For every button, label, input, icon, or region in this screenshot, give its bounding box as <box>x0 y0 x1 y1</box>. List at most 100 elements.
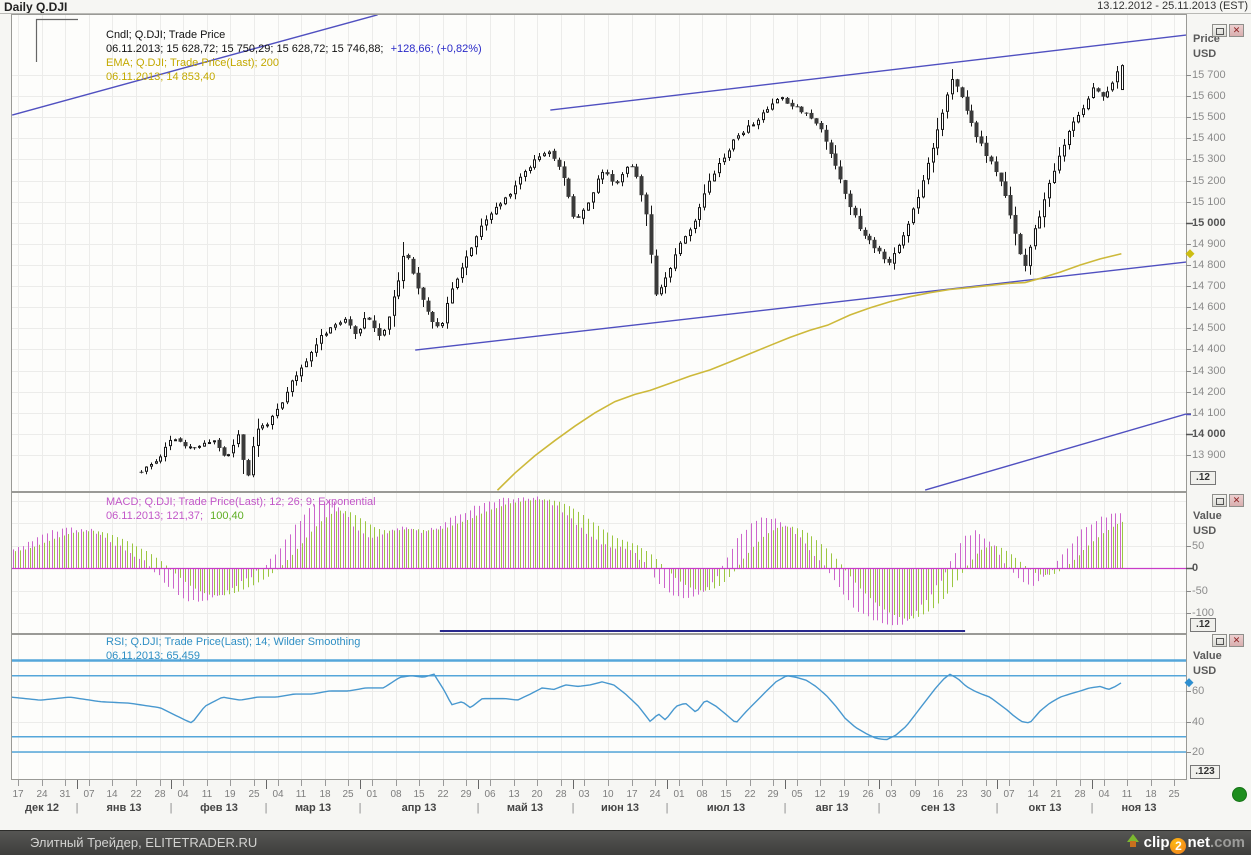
month-separator: | <box>264 802 268 814</box>
price-tick-label: 15 600 <box>1192 90 1226 102</box>
time-tick-label: 25 <box>1168 789 1180 800</box>
month-label: мар 13 <box>294 802 332 814</box>
time-tick-label: 16 <box>932 789 944 800</box>
clip2net-logo[interactable]: clip 2 net.com <box>1126 834 1245 854</box>
macd-signal-legend-value: 100,40 <box>210 510 244 522</box>
time-tick-label: 13 <box>508 789 520 800</box>
macd-legend-values: 06.11.2013; 121,37; 100,40 <box>106 509 244 523</box>
time-tick-label: 23 <box>956 789 968 800</box>
month-label: июл 13 <box>706 802 746 814</box>
macd-legend-label: MACD; Q.DJI; Trade Price(Last); 12; 26; … <box>106 496 376 508</box>
restore-icon <box>1215 28 1224 35</box>
close-icon: ✕ <box>1232 635 1241 645</box>
price-panel-restore-button[interactable] <box>1212 24 1227 37</box>
status-bar: Элитный Трейдер, ELITETRADER.RU clip 2 net… <box>0 830 1251 855</box>
month-label: окт 13 <box>1028 802 1062 814</box>
price-tick-label: 15 500 <box>1192 111 1226 123</box>
upload-arrow-icon <box>1126 834 1140 849</box>
time-tick-label: 18 <box>1145 789 1157 800</box>
price-tick-label: 14 300 <box>1192 365 1226 377</box>
month-label: апр 13 <box>401 802 437 814</box>
price-panel[interactable] <box>11 14 1186 491</box>
macd-panel-restore-button[interactable] <box>1212 494 1227 507</box>
price-tick-label: 15 700 <box>1192 69 1226 81</box>
month-separator: | <box>358 802 362 814</box>
rsi-panel-restore-button[interactable] <box>1212 634 1227 647</box>
price-tick-label: 14 900 <box>1192 238 1226 250</box>
time-tick-label: 17 <box>12 789 24 800</box>
month-label: авг 13 <box>815 802 849 814</box>
price-panel-close-button[interactable]: ✕ <box>1229 24 1244 37</box>
month-label: сен 13 <box>920 802 956 814</box>
macd-tick-label: 0 <box>1192 562 1199 574</box>
time-tick-label: 31 <box>59 789 71 800</box>
time-tick-label: 11 <box>295 789 307 800</box>
macd-legend-value: 06.11.2013; 121,37; <box>106 510 204 522</box>
time-tick-label: 22 <box>437 789 449 800</box>
price-tick-label: 14 800 <box>1192 259 1226 271</box>
clip2net-2-badge: 2 <box>1170 838 1187 854</box>
time-tick-label: 01 <box>673 789 685 800</box>
time-tick-label: 03 <box>578 789 590 800</box>
price-tick-label: 14 400 <box>1192 343 1226 355</box>
price-legend-instrument: Cndl; Q.DJI; Trade Price <box>106 29 226 41</box>
close-icon: ✕ <box>1232 25 1241 35</box>
price-axis-units: USD <box>1193 48 1217 60</box>
time-tick-label: 30 <box>980 789 992 800</box>
price-tick-label: 14 600 <box>1192 301 1226 313</box>
price-tick-label: 14 700 <box>1192 280 1226 292</box>
price-legend-values: 06.11.2013; 15 628,72; 15 750,29; 15 628… <box>106 42 482 56</box>
time-tick-label: 25 <box>342 789 354 800</box>
time-tick-label: 19 <box>838 789 850 800</box>
time-tick-label: 24 <box>36 789 48 800</box>
time-tick-label: 17 <box>626 789 638 800</box>
month-label: дек 12 <box>25 802 59 814</box>
macd-panel-close-button[interactable]: ✕ <box>1229 494 1244 507</box>
time-tick-label: 07 <box>83 789 95 800</box>
month-separator: | <box>476 802 480 814</box>
status-green-dot-icon <box>1232 787 1247 802</box>
header-separator <box>0 13 1251 14</box>
price-tick-label: 13 900 <box>1192 449 1226 461</box>
time-tick-label: 09 <box>909 789 921 800</box>
month-separator: | <box>995 802 999 814</box>
time-tick-label: 28 <box>555 789 567 800</box>
watermark-text: Элитный Трейдер, ELITETRADER.RU <box>30 835 258 850</box>
rsi-panel-close-button[interactable]: ✕ <box>1229 634 1244 647</box>
month-separator: | <box>783 802 787 814</box>
price-tick-label: 15 300 <box>1192 153 1226 165</box>
price-axis-value-box: .12 <box>1190 471 1216 485</box>
price-tick-label: 15 000 <box>1192 217 1226 229</box>
time-tick-label: 21 <box>1050 789 1062 800</box>
time-tick-label: 06 <box>484 789 496 800</box>
time-tick-label: 04 <box>272 789 284 800</box>
price-tick-label: 15 100 <box>1192 196 1226 208</box>
rsi-legend-label: RSI; Q.DJI; Trade Price(Last); 14; Wilde… <box>106 636 361 648</box>
time-tick-label: 07 <box>1003 789 1015 800</box>
time-tick-label: 15 <box>720 789 732 800</box>
month-label: ноя 13 <box>1121 802 1157 814</box>
price-tick-label: 14 000 <box>1192 428 1226 440</box>
close-icon: ✕ <box>1232 495 1241 505</box>
ema-legend-label: EMA; Q.DJI; Trade Price(Last); 200 <box>106 57 280 69</box>
restore-icon <box>1215 638 1224 645</box>
month-separator: | <box>665 802 669 814</box>
time-tick-label: 08 <box>390 789 402 800</box>
macd-axis-value-box: .12 <box>1190 618 1216 632</box>
restore-icon <box>1215 498 1224 505</box>
month-label: янв 13 <box>106 802 142 814</box>
time-tick-label: 29 <box>460 789 472 800</box>
time-tick-label: 15 <box>413 789 425 800</box>
rsi-tick-label: 40 <box>1192 716 1205 728</box>
date-range: 13.12.2012 - 25.11.2013 (EST) <box>1097 0 1248 12</box>
rsi-tick-label: 20 <box>1192 746 1205 758</box>
macd-axis-units: USD <box>1193 525 1217 537</box>
month-separator: | <box>1090 802 1094 814</box>
price-legend-ohlc: 06.11.2013; 15 628,72; 15 750,29; 15 628… <box>106 43 384 55</box>
time-tick-label: 11 <box>201 789 213 800</box>
price-tick-label: 14 100 <box>1192 407 1226 419</box>
time-tick-label: 12 <box>814 789 826 800</box>
month-label: июн 13 <box>600 802 640 814</box>
time-tick-label: 18 <box>319 789 331 800</box>
